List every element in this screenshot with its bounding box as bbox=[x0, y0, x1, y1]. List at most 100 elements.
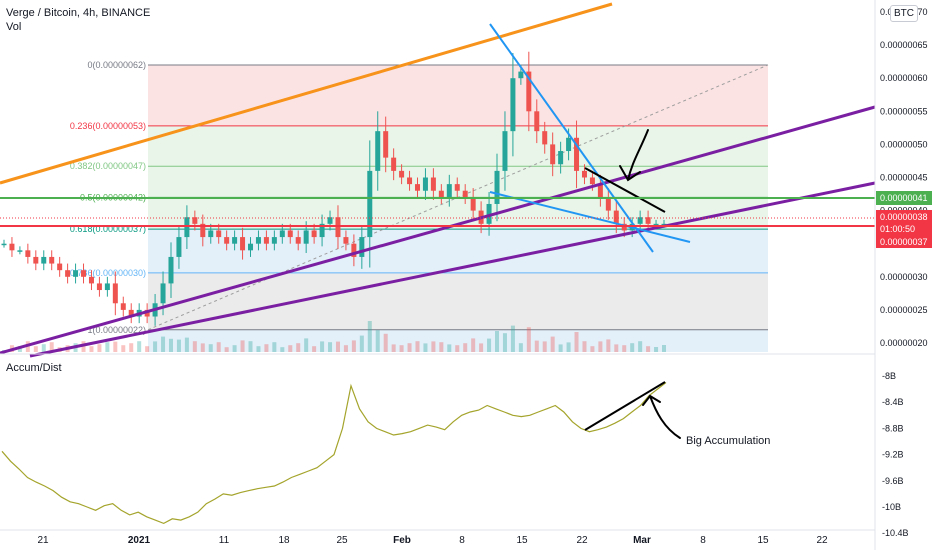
volume-label: Vol bbox=[6, 21, 22, 33]
volume-bar bbox=[463, 343, 468, 352]
volume-bar bbox=[216, 342, 221, 352]
volume-bar bbox=[558, 344, 563, 352]
volume-bar bbox=[550, 336, 555, 352]
volume-bar bbox=[320, 341, 325, 352]
candle bbox=[9, 243, 15, 251]
volume-bar bbox=[582, 341, 587, 352]
volume-bar bbox=[248, 341, 253, 352]
blue-wedge-lower bbox=[489, 191, 691, 243]
volume-bar bbox=[137, 341, 142, 352]
volume-bar bbox=[33, 346, 38, 352]
candle bbox=[128, 309, 134, 317]
fib-level-label: 0(0.00000062) bbox=[87, 60, 146, 70]
price-tick-label: 0.00000030 bbox=[880, 272, 928, 282]
candle bbox=[462, 190, 468, 198]
volume-bar bbox=[423, 343, 428, 352]
volume-bar bbox=[89, 346, 94, 352]
candle bbox=[518, 71, 524, 79]
volume-bar bbox=[534, 340, 539, 352]
volume-bar bbox=[630, 343, 635, 352]
candle bbox=[526, 71, 532, 112]
volume-bar bbox=[638, 341, 643, 352]
volume-bar bbox=[256, 346, 261, 352]
price-tick-label: 0.00000065 bbox=[880, 40, 928, 50]
candle bbox=[216, 230, 222, 238]
candle bbox=[96, 283, 102, 291]
candle bbox=[558, 151, 564, 165]
candle bbox=[574, 137, 580, 171]
volume-bar bbox=[566, 342, 571, 352]
candle bbox=[327, 217, 333, 224]
candle bbox=[192, 217, 198, 224]
candle bbox=[144, 309, 150, 317]
volume-bar bbox=[510, 325, 515, 352]
fib-level-label: 1(0.00000022) bbox=[87, 325, 146, 335]
current-price-label: 0.00000038 bbox=[880, 212, 928, 222]
volume-bar bbox=[113, 341, 118, 352]
candle bbox=[240, 237, 246, 251]
volume-bar bbox=[375, 330, 380, 352]
fib-zone bbox=[148, 125, 768, 167]
volume-bar bbox=[598, 341, 603, 352]
candle bbox=[335, 217, 341, 238]
fib-zone bbox=[148, 64, 768, 126]
candle bbox=[422, 177, 428, 191]
volume-bar bbox=[105, 342, 110, 352]
volume-bar bbox=[399, 345, 404, 352]
candle bbox=[494, 170, 500, 204]
fib-level-label: 0.382(0.00000047) bbox=[70, 161, 146, 171]
candle bbox=[581, 170, 587, 178]
fib-level-label: 0.236(0.00000053) bbox=[70, 121, 146, 131]
volume-bar bbox=[335, 341, 340, 352]
volume-bar bbox=[495, 331, 500, 352]
candle bbox=[208, 230, 214, 238]
green-price-tag bbox=[876, 191, 932, 205]
fib-level-label: 0.786(0.00000030) bbox=[70, 268, 146, 278]
volume-bar bbox=[288, 345, 293, 352]
volume-bar bbox=[328, 342, 333, 352]
volume-bar bbox=[526, 327, 531, 352]
volume-bar bbox=[145, 346, 150, 352]
candle bbox=[311, 230, 317, 238]
ad-tick-label: -8.8B bbox=[882, 423, 904, 433]
candle bbox=[33, 256, 39, 264]
time-tick-label: 8 bbox=[459, 535, 465, 546]
fib-zone bbox=[148, 329, 768, 352]
volume-bar bbox=[17, 346, 22, 352]
volume-bar bbox=[391, 344, 396, 352]
volume-bar bbox=[153, 341, 158, 352]
ad-tick-label: -8.4B bbox=[882, 397, 904, 407]
volume-bar bbox=[184, 337, 189, 352]
volume-bar bbox=[407, 343, 412, 352]
candle bbox=[438, 190, 444, 198]
red-price-tag bbox=[876, 236, 932, 248]
ad-tick-label: -9.6B bbox=[882, 476, 904, 486]
price-tick-label: 0.00000060 bbox=[880, 73, 928, 83]
ad-tick-label: -10B bbox=[882, 502, 901, 512]
candle bbox=[597, 184, 603, 198]
candle bbox=[49, 256, 55, 264]
candle bbox=[621, 223, 627, 231]
volume-bar bbox=[654, 347, 659, 352]
volume-bar bbox=[176, 339, 181, 352]
candle bbox=[454, 184, 460, 191]
time-tick-label: Feb bbox=[393, 535, 411, 546]
currency-badge[interactable]: BTC bbox=[890, 5, 918, 22]
candle bbox=[542, 131, 548, 145]
purple-lower-trendline bbox=[29, 181, 876, 358]
candle bbox=[605, 197, 611, 211]
volume-bar bbox=[518, 343, 523, 352]
ad-tick-label: -10.4B bbox=[882, 528, 909, 538]
volume-bar bbox=[487, 338, 492, 352]
hand-drawn-arrow-icon bbox=[619, 129, 649, 182]
candle bbox=[88, 276, 94, 284]
candle bbox=[160, 283, 166, 304]
candle bbox=[232, 237, 238, 244]
volume-bar bbox=[622, 345, 627, 352]
trendlines bbox=[0, 2, 876, 358]
candle bbox=[375, 131, 381, 171]
candle bbox=[351, 243, 357, 257]
candle bbox=[566, 137, 572, 152]
volume-bar bbox=[304, 338, 309, 352]
